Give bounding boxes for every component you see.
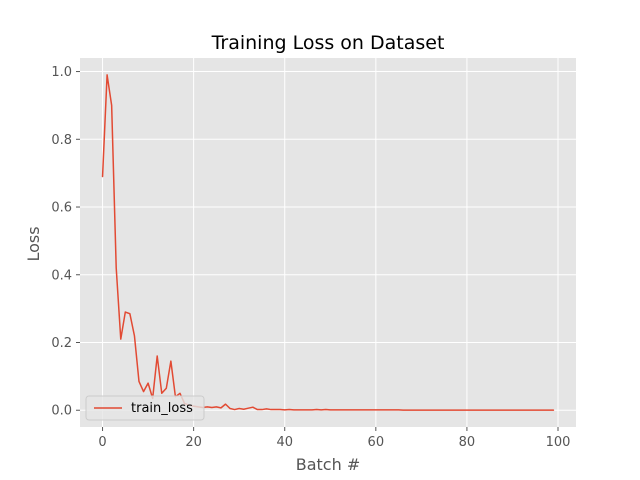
plot-area bbox=[80, 58, 576, 427]
x-tick-label: 100 bbox=[546, 435, 571, 450]
y-tick-label: 0.8 bbox=[51, 133, 72, 148]
y-tick-label: 0.2 bbox=[51, 336, 72, 351]
series-line-train-loss bbox=[101, 74, 555, 411]
y-tick-label: 1.0 bbox=[51, 65, 72, 80]
x-tick-label: 80 bbox=[459, 435, 476, 450]
legend-label-train-loss: train_loss bbox=[131, 401, 193, 416]
x-tick-label: 40 bbox=[276, 435, 293, 450]
series-layer bbox=[101, 74, 555, 411]
y-tick-label: 0.0 bbox=[51, 404, 72, 419]
y-axis-label: Loss bbox=[24, 226, 43, 261]
x-tick-label: 0 bbox=[98, 435, 106, 450]
grid-lines bbox=[80, 58, 576, 427]
x-tick-label: 60 bbox=[368, 435, 385, 450]
x-axis-label: Batch # bbox=[296, 455, 360, 474]
x-axis-ticks: 0 20 40 60 80 100 bbox=[98, 427, 570, 450]
y-tick-label: 0.4 bbox=[51, 268, 72, 283]
x-tick-label: 20 bbox=[185, 435, 202, 450]
legend-box bbox=[85, 395, 205, 421]
y-tick-label: 0.6 bbox=[51, 201, 72, 216]
legend: train_loss bbox=[85, 395, 205, 421]
y-axis-ticks: 0.0 0.2 0.4 0.6 0.8 1.0 bbox=[51, 65, 80, 419]
chart-title: Training Loss on Dataset bbox=[211, 32, 445, 54]
